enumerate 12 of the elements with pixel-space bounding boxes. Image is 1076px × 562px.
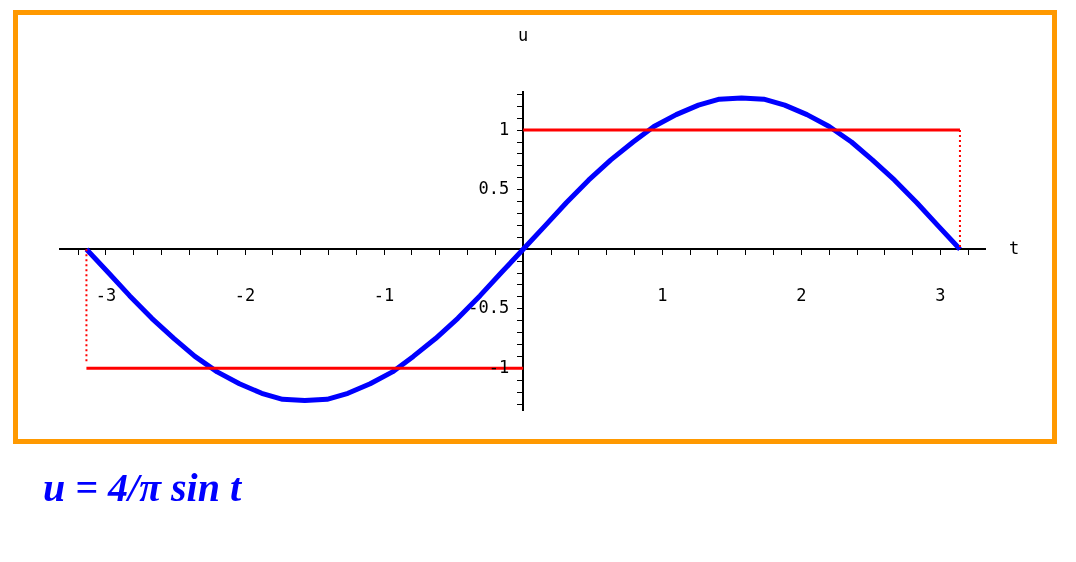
text: u = 4/π sin t xyxy=(43,464,243,511)
x-tick-label: 2 xyxy=(796,284,807,305)
x-tick-label: -2 xyxy=(234,284,256,305)
y-tick-label: 0.5 xyxy=(478,178,510,199)
x-axis-title: t xyxy=(1009,237,1020,258)
y-tick-label: 1 xyxy=(498,118,510,139)
x-tick-label: -3 xyxy=(95,284,117,305)
x-tick-label: -1 xyxy=(373,284,395,305)
x-tick-label: 3 xyxy=(935,284,946,305)
x-tick-label: 1 xyxy=(657,284,668,305)
y-tick-label: -0.5 xyxy=(468,297,510,318)
y-axis-title: u xyxy=(518,25,529,46)
